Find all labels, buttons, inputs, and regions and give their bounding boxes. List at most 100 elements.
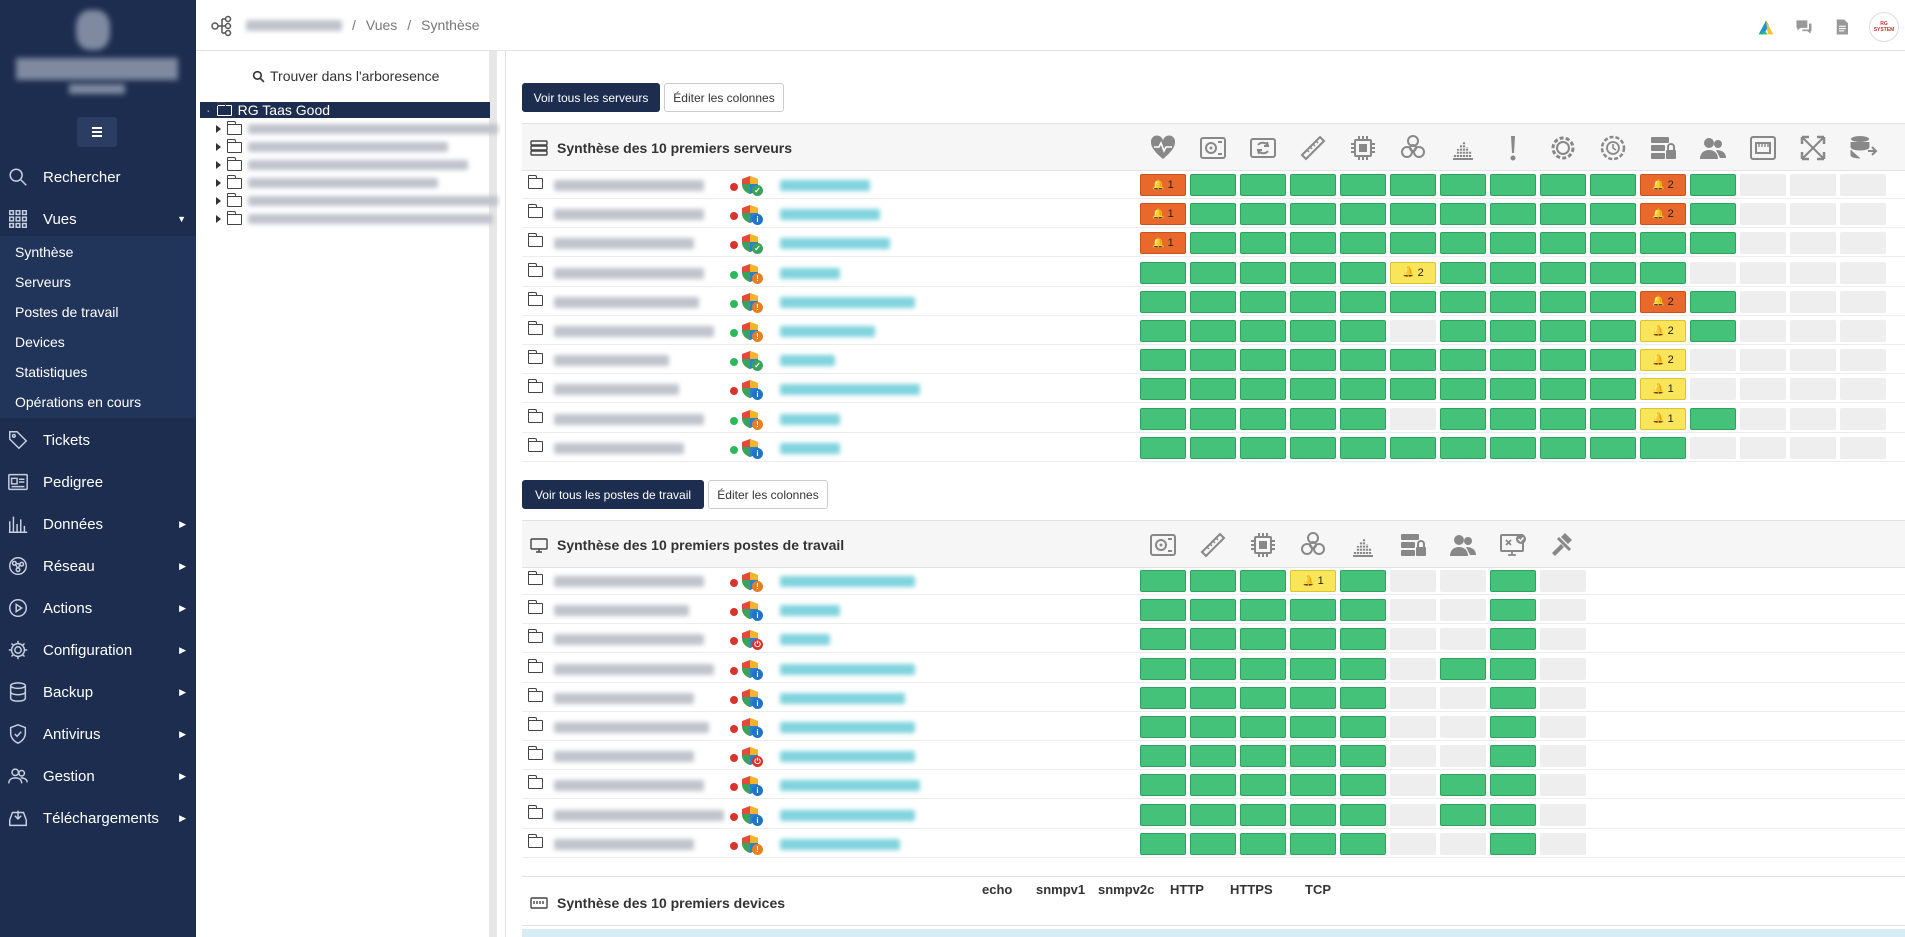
status-cell[interactable] [1390, 407, 1436, 430]
status-cell[interactable] [1790, 232, 1836, 255]
status-cell[interactable] [1490, 774, 1536, 797]
status-cell[interactable] [1490, 686, 1536, 709]
status-cell[interactable] [1340, 436, 1386, 459]
folder-icon[interactable] [528, 833, 543, 848]
status-cell[interactable] [1340, 716, 1386, 738]
status-cell[interactable] [1290, 774, 1336, 797]
status-cell[interactable] [1540, 686, 1586, 709]
status-cell[interactable] [1240, 232, 1286, 255]
status-cell[interactable] [1690, 290, 1736, 313]
view-all-workstations-button[interactable]: Voir tous les postes de travail [522, 480, 704, 509]
folder-icon[interactable] [528, 379, 543, 394]
status-cell[interactable] [1290, 657, 1336, 680]
status-cell[interactable] [1690, 378, 1736, 401]
status-cell[interactable] [1290, 716, 1336, 738]
status-cell[interactable] [1690, 232, 1736, 255]
status-cell[interactable] [1540, 570, 1586, 592]
status-cell[interactable] [1340, 832, 1386, 855]
status-cell[interactable] [1240, 378, 1286, 401]
device-link[interactable] [780, 838, 900, 850]
status-cell[interactable] [1340, 774, 1386, 797]
status-cell[interactable] [1390, 174, 1436, 196]
submenu-item[interactable]: Postes de travail [15, 304, 119, 320]
status-cell[interactable] [1490, 832, 1536, 855]
status-cell[interactable] [1490, 436, 1536, 459]
edit-server-columns-button[interactable]: Éditer les colonnes [664, 83, 784, 112]
status-cell[interactable] [1540, 803, 1586, 826]
status-cell[interactable] [1190, 657, 1236, 680]
table-row[interactable]: ⏻ [522, 625, 1905, 654]
status-cell[interactable] [1690, 174, 1736, 196]
status-cell[interactable] [1790, 174, 1836, 196]
status-cell[interactable] [1290, 290, 1336, 313]
status-cell[interactable]: 🔔 1 [1640, 407, 1686, 430]
table-row[interactable]: i [522, 434, 1905, 462]
status-cell[interactable]: 🔔 1 [1140, 174, 1186, 196]
menu-toggle-button[interactable] [77, 117, 117, 147]
status-cell[interactable] [1590, 378, 1636, 401]
status-cell[interactable] [1790, 320, 1836, 342]
status-cell[interactable] [1690, 407, 1736, 430]
folder-icon[interactable] [528, 204, 543, 219]
table-row[interactable]: i 🔔 1 🔔 2 [522, 200, 1905, 229]
status-cell[interactable] [1740, 232, 1786, 255]
status-cell[interactable] [1840, 320, 1886, 342]
status-cell[interactable] [1190, 570, 1236, 592]
status-cell[interactable] [1540, 407, 1586, 430]
status-cell[interactable] [1490, 716, 1536, 738]
status-cell[interactable] [1240, 407, 1286, 430]
table-row[interactable]: ✓ 🔔 1 [522, 229, 1905, 258]
status-cell[interactable]: 🔔 2 [1640, 174, 1686, 196]
view-all-servers-button[interactable]: Voir tous les serveurs [522, 83, 660, 112]
status-cell[interactable] [1590, 320, 1636, 342]
table-row[interactable]: i [522, 801, 1905, 829]
status-cell[interactable] [1540, 832, 1586, 855]
device-link[interactable] [780, 751, 915, 763]
status-cell[interactable] [1740, 320, 1786, 342]
status-cell[interactable] [1440, 599, 1486, 622]
status-cell[interactable] [1590, 261, 1636, 284]
document-icon[interactable] [1831, 16, 1853, 38]
status-cell[interactable] [1390, 232, 1436, 255]
status-cell[interactable] [1490, 803, 1536, 826]
status-cell[interactable] [1840, 290, 1886, 313]
table-row[interactable]: ! 🔔 2 [522, 259, 1905, 287]
status-cell[interactable] [1690, 349, 1736, 372]
tree-root-node[interactable]: · RG Taas Good [200, 101, 490, 118]
breadcrumb-client[interactable] [246, 19, 342, 31]
status-cell[interactable] [1440, 232, 1486, 255]
device-link[interactable] [780, 413, 840, 425]
user-avatar[interactable]: RG SYSTEM [1869, 12, 1899, 42]
status-cell[interactable] [1490, 203, 1536, 226]
status-cell[interactable] [1340, 686, 1386, 709]
sidebar-item-tickets[interactable]: Tickets [0, 421, 196, 459]
device-link[interactable] [780, 692, 905, 704]
status-cell[interactable] [1140, 436, 1186, 459]
status-cell[interactable] [1290, 407, 1336, 430]
folder-icon[interactable] [528, 687, 543, 702]
status-cell[interactable] [1190, 686, 1236, 709]
status-cell[interactable] [1140, 716, 1186, 738]
sidebar-item-reseau[interactable]: Réseau ▶ [0, 547, 196, 585]
sidebar-item-config[interactable]: Configuration ▶ [0, 631, 196, 669]
status-cell[interactable] [1190, 832, 1236, 855]
folder-icon[interactable] [528, 600, 543, 615]
status-cell[interactable] [1140, 686, 1186, 709]
status-cell[interactable] [1740, 436, 1786, 459]
submenu-item[interactable]: Synthèse [15, 244, 74, 260]
status-cell[interactable] [1240, 570, 1286, 592]
device-link[interactable] [780, 663, 915, 675]
status-cell[interactable] [1740, 407, 1786, 430]
status-cell[interactable] [1790, 378, 1836, 401]
status-cell[interactable] [1540, 174, 1586, 196]
status-cell[interactable] [1690, 320, 1736, 342]
expand-arrow-icon[interactable] [216, 125, 221, 133]
status-cell[interactable] [1340, 570, 1386, 592]
status-cell[interactable] [1190, 599, 1236, 622]
status-cell[interactable] [1540, 436, 1586, 459]
status-cell[interactable] [1190, 378, 1236, 401]
tree-node[interactable] [216, 210, 493, 227]
status-cell[interactable] [1590, 407, 1636, 430]
folder-icon[interactable] [528, 571, 543, 585]
status-cell[interactable] [1390, 290, 1436, 313]
